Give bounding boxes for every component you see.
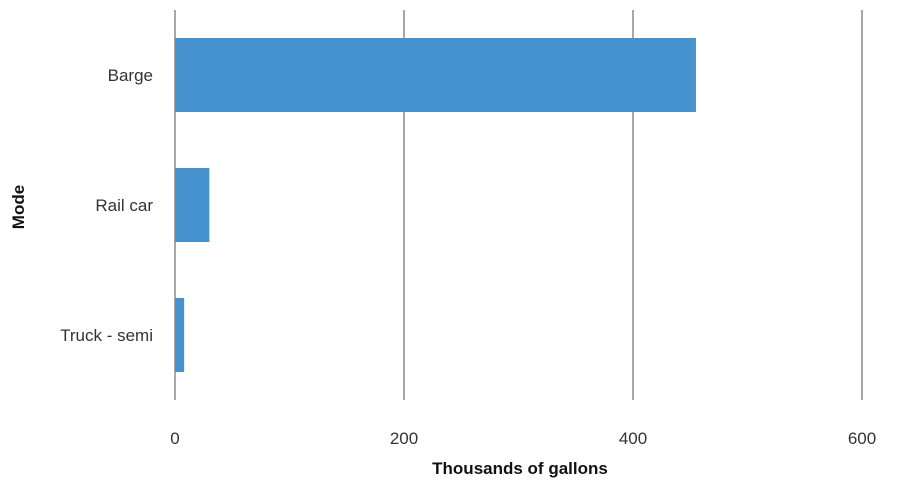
x-tick-label-400: 400 xyxy=(619,429,647,448)
category-label-barge: Barge xyxy=(108,66,153,85)
y-axis-title: Mode xyxy=(9,185,28,229)
category-labels: Barge Rail car Truck - semi xyxy=(60,66,153,345)
bars xyxy=(175,38,696,372)
bar-barge xyxy=(175,38,696,112)
x-tick-label-600: 600 xyxy=(848,429,876,448)
x-tick-labels: 0 200 400 600 xyxy=(170,429,876,448)
category-label-rail-car: Rail car xyxy=(95,196,153,215)
x-axis-title: Thousands of gallons xyxy=(432,459,608,478)
bar-truck-semi xyxy=(175,298,185,372)
x-tick-label-0: 0 xyxy=(170,429,179,448)
bar-rail-car xyxy=(175,168,210,242)
category-label-truck-semi: Truck - semi xyxy=(60,326,153,345)
x-tick-label-200: 200 xyxy=(390,429,418,448)
